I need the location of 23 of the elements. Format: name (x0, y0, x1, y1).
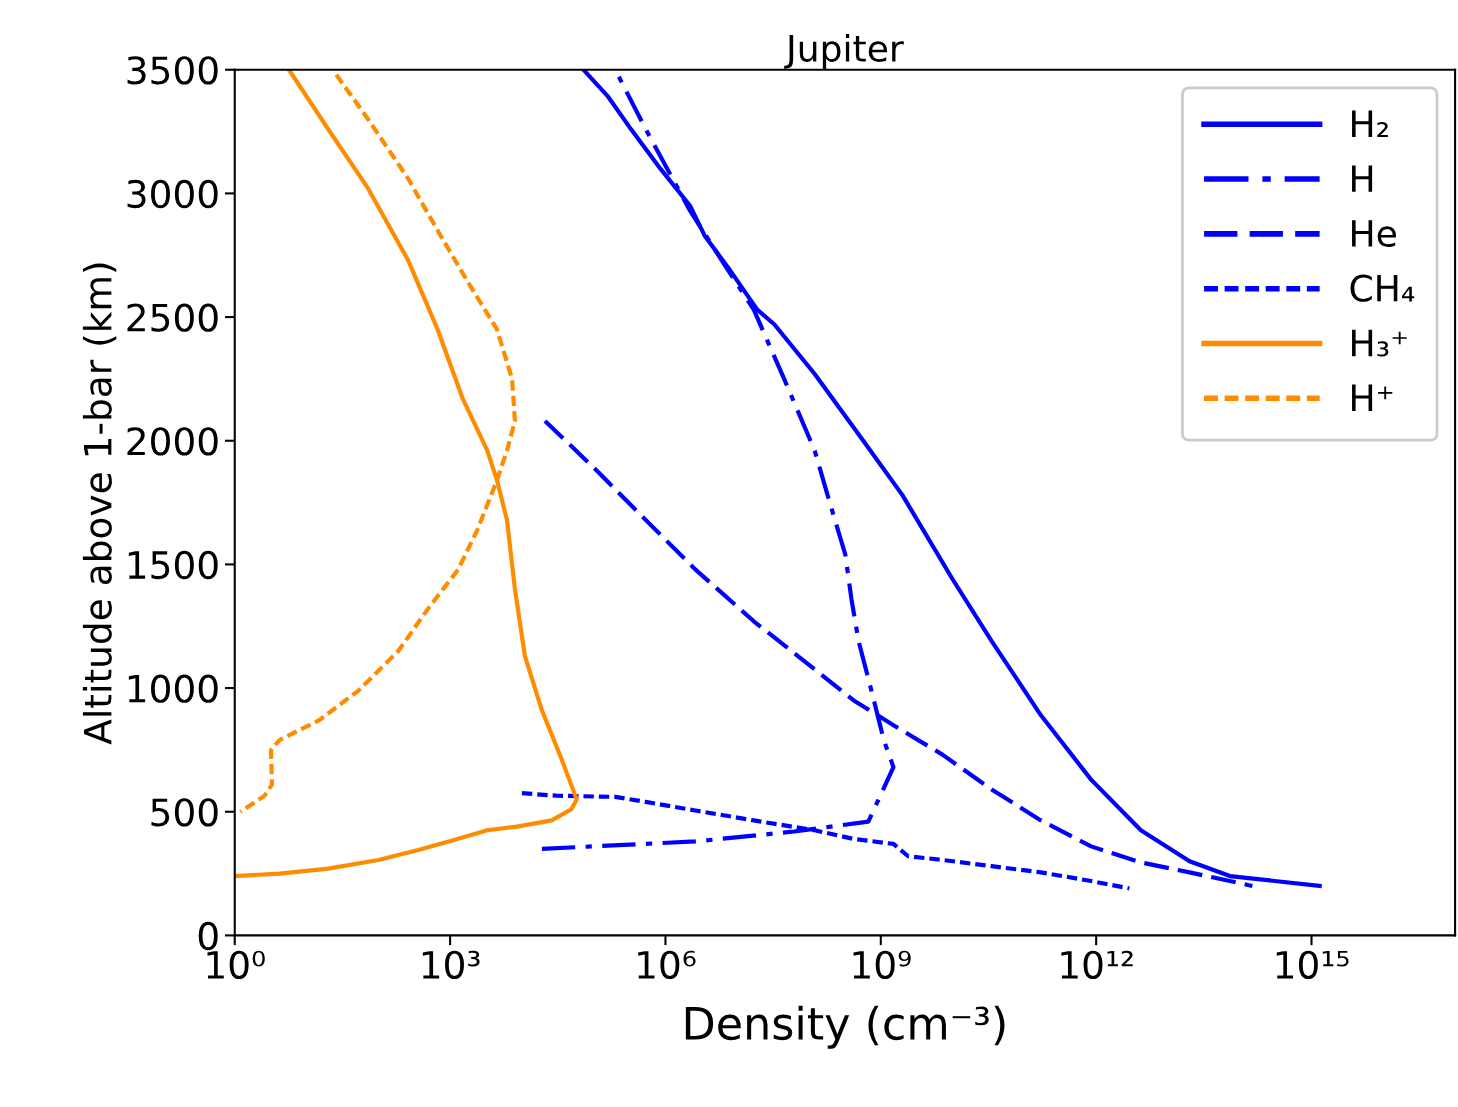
x-tick-label: 10¹² (1061, 950, 1133, 980)
legend-label: H₂ (1352, 110, 1388, 138)
legend-label: H (1352, 165, 1373, 192)
y-tick-label: 1000 (128, 674, 218, 703)
y-tick-label: 3000 (127, 179, 218, 209)
x-tick-label: 10³ (422, 950, 480, 980)
x-axis-title: Density (cm⁻³) (685, 1005, 1005, 1049)
y-axis-title: Altitude above 1-bar (km) (82, 263, 117, 745)
legend-label: H₃⁺ (1352, 329, 1407, 357)
x-tick-label: 10⁶ (638, 950, 696, 980)
x-tick-label: 10⁰ (207, 950, 265, 980)
chart-title: Jupiter (784, 33, 904, 69)
legend-label: CH₄ (1350, 274, 1415, 302)
y-tick-label: 2500 (127, 303, 218, 332)
x-tick-label: 10¹⁵ (1276, 950, 1349, 980)
y-tick-label: 3500 (127, 56, 218, 85)
x-tick-label: 10⁹ (853, 950, 911, 980)
y-tick-label: 1500 (128, 550, 218, 580)
y-tick-label: 500 (151, 798, 218, 827)
legend-label: H⁺ (1352, 384, 1393, 411)
legend-label: He (1352, 220, 1396, 248)
y-tick-label: 0 (198, 921, 218, 951)
y-tick-label: 2000 (127, 427, 218, 456)
